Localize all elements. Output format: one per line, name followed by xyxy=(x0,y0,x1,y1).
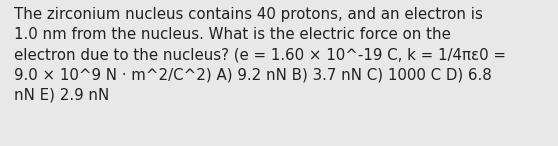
Text: The zirconium nucleus contains 40 protons, and an electron is
1.0 nm from the nu: The zirconium nucleus contains 40 proton… xyxy=(14,7,506,102)
